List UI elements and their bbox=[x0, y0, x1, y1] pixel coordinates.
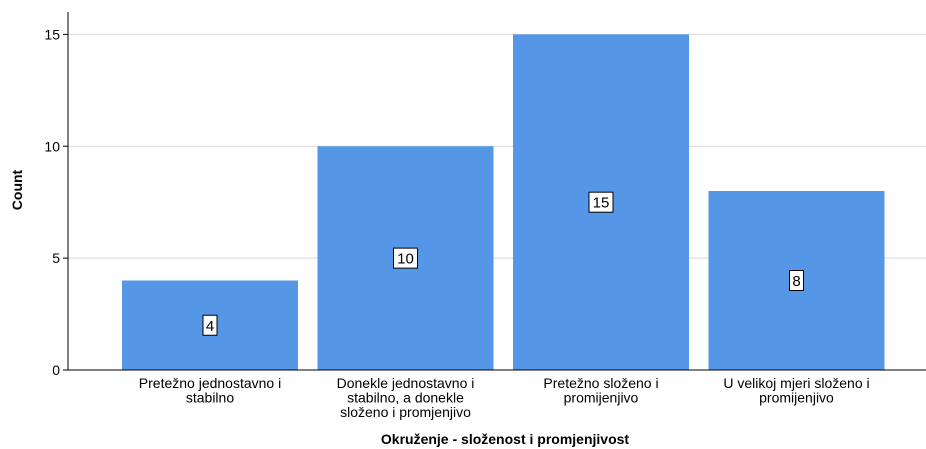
x-axis-title: Okruženje - složenost i promjenjivost bbox=[381, 431, 629, 447]
data-labels: 4 10 15 8 bbox=[202, 191, 804, 336]
y-tick-label-0: 0 bbox=[52, 362, 60, 378]
data-label-2: 15 bbox=[593, 195, 610, 212]
data-label-3: 8 bbox=[792, 273, 800, 290]
data-label-0: 4 bbox=[206, 318, 214, 335]
category-label-0: Pretežno jednostavno i stabilno bbox=[139, 375, 281, 406]
data-label-1: 10 bbox=[397, 251, 414, 268]
y-tick-label-15: 15 bbox=[44, 26, 60, 42]
data-label-box-0 bbox=[202, 314, 218, 336]
data-label-box-2 bbox=[588, 191, 614, 213]
category-label-3: U velikoj mjeri složeno i promijenjivo bbox=[723, 375, 869, 406]
bars bbox=[122, 34, 885, 370]
y-tick-label-5: 5 bbox=[52, 250, 60, 266]
data-label-box-1 bbox=[393, 247, 418, 269]
category-label-2: Pretežno složeno i promijenjivo bbox=[543, 375, 658, 406]
category-label-1: Donekle jednostavno i stabilno, a donekle… bbox=[337, 375, 475, 420]
data-label-box-3 bbox=[789, 270, 804, 291]
axes: 0 5 10 15 Pretežno jednostavno i stabilno Done… bbox=[44, 12, 926, 420]
y-axis-title: Count bbox=[9, 169, 25, 210]
y-tick-label-10: 10 bbox=[44, 138, 60, 154]
